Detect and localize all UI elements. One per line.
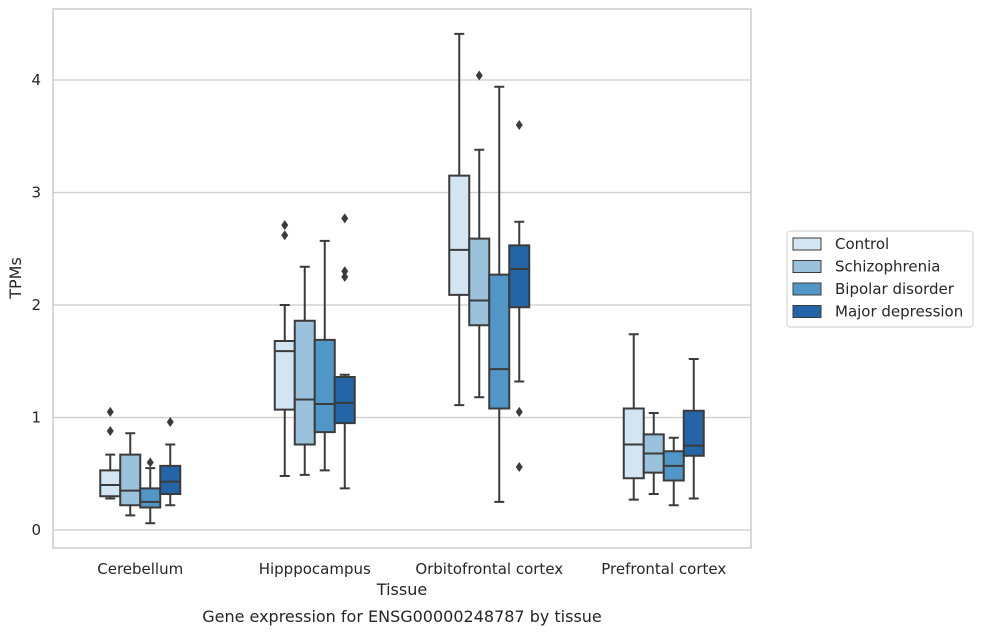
box-body (313, 338, 336, 434)
outlier-point (281, 220, 289, 231)
outlier-point (475, 70, 483, 81)
legend-label: Schizophrenia (835, 258, 940, 276)
box-body (468, 237, 491, 327)
box-1-2 (313, 239, 336, 472)
x-tick-label: Hipppocampus (259, 560, 371, 578)
y-tick-label: 2 (31, 296, 41, 314)
outlier-point (515, 462, 523, 472)
box-body (622, 407, 645, 480)
legend-swatch (792, 237, 822, 251)
outlier-point (166, 417, 174, 427)
outlier-point (341, 271, 349, 282)
box-0-1 (119, 432, 142, 517)
box-0-0 (99, 406, 122, 500)
x-axis-title: Tissue (376, 580, 427, 599)
y-tick-label: 1 (31, 409, 41, 427)
legend-swatch (792, 282, 822, 296)
box-body (99, 469, 122, 498)
y-tick-label: 0 (31, 521, 41, 539)
x-tick-label: Cerebellum (97, 560, 183, 578)
box-2-0 (448, 32, 471, 407)
box-1-1 (293, 265, 316, 476)
legend-swatch (792, 305, 822, 318)
outlier-point (515, 406, 523, 417)
x-tick-label: Orbitofrontal cortex (415, 560, 563, 578)
box-0-3 (159, 417, 182, 507)
box-1-3 (333, 213, 356, 490)
box-body (333, 376, 356, 425)
box-body (508, 244, 531, 309)
legend: Control Schizophrenia Bipolar disorder Majo… (786, 230, 974, 328)
box-body (488, 273, 511, 410)
box-0-2 (139, 457, 162, 525)
legend-label: Bipolar disorder (835, 280, 955, 298)
box-2-3 (508, 120, 531, 472)
outlier-point (146, 457, 154, 468)
box-2-1 (468, 70, 491, 399)
box-2-2 (488, 85, 511, 503)
chart-caption: Gene expression for ENSG00000248787 by t… (202, 607, 602, 626)
outlier-point (106, 406, 114, 417)
outlier-point (515, 120, 523, 130)
x-tick-labels: Cerebellum Hipppocampus Orbitofrontal cort… (97, 560, 726, 578)
box-body (448, 174, 471, 296)
legend-frame (786, 230, 974, 328)
box-body (159, 464, 182, 495)
box-3-0 (622, 333, 645, 501)
box-3-2 (662, 436, 685, 507)
x-tick-label: Prefrontal cortex (601, 560, 726, 578)
box-body (682, 409, 705, 457)
legend-items: Control Schizophrenia Bipolar disorder Majo… (792, 235, 963, 321)
box-body (139, 487, 162, 509)
box-3-3 (682, 358, 705, 500)
outlier-point (341, 266, 349, 277)
outlier-point (281, 230, 289, 241)
box-1-0 (273, 220, 296, 477)
box-3-1 (642, 412, 665, 495)
box-body (119, 453, 142, 507)
y-tick-label: 3 (31, 184, 41, 202)
y-tick-labels: 0 1 2 3 4 (31, 71, 41, 539)
box-body (293, 319, 316, 446)
y-axis-title: TPMs (6, 257, 25, 300)
outlier-point (341, 213, 349, 224)
box-layer (99, 32, 705, 525)
legend-label: Control (835, 235, 889, 253)
legend-label: Major depression (835, 303, 963, 321)
y-tick-label: 4 (31, 71, 41, 89)
plot-frame (52, 8, 752, 549)
outlier-point (106, 426, 114, 436)
legend-swatch (792, 260, 822, 273)
